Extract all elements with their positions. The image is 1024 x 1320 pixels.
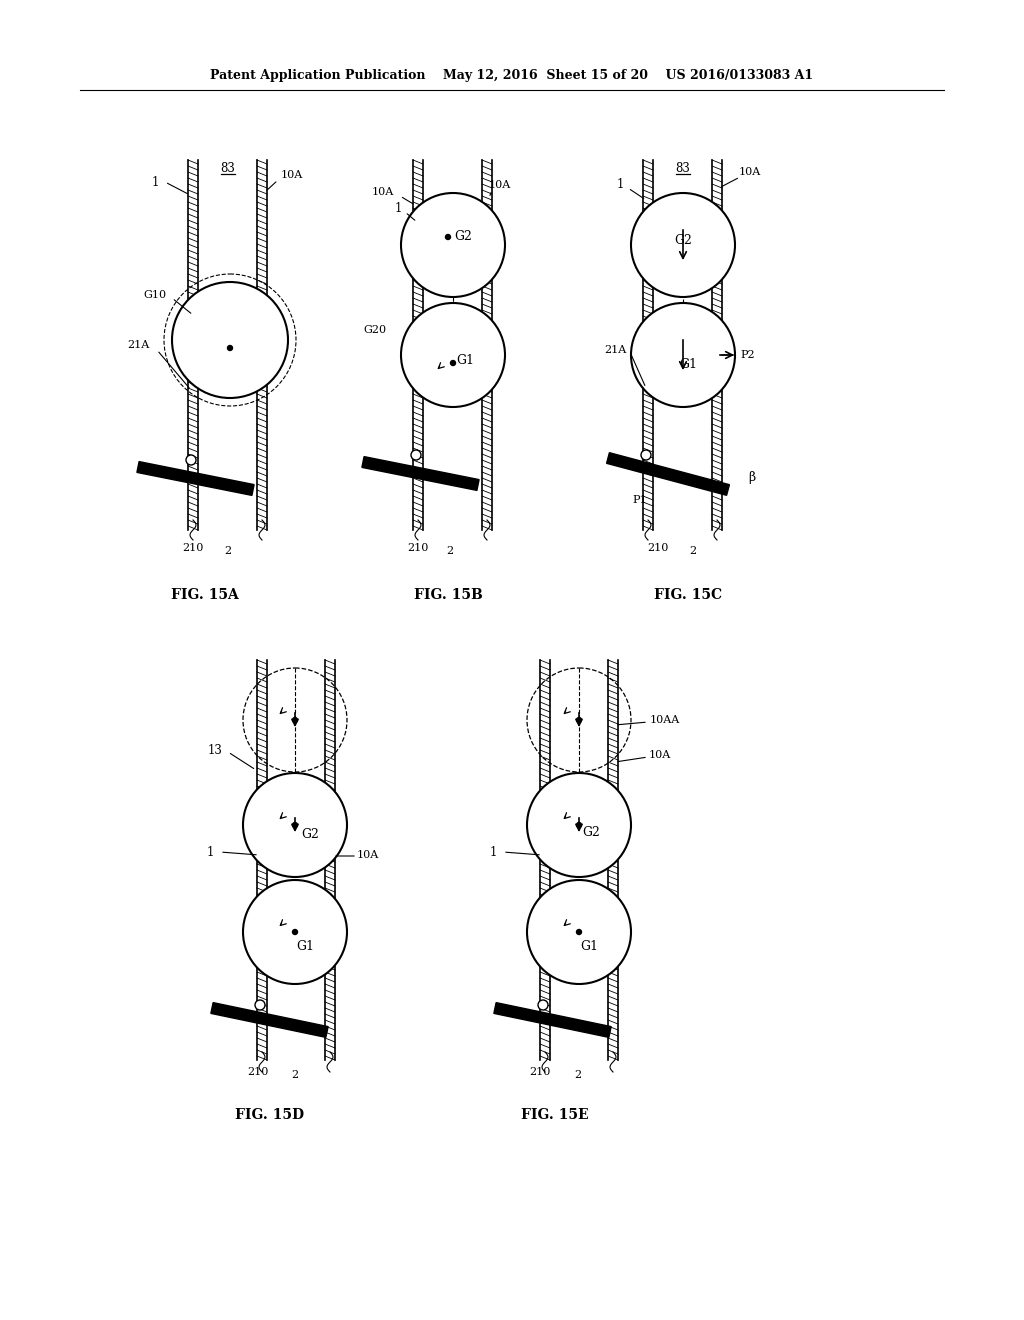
Text: 10AA: 10AA	[650, 715, 680, 725]
Text: G1: G1	[296, 940, 314, 953]
Text: 1: 1	[206, 846, 214, 858]
Text: β: β	[749, 471, 756, 484]
Text: 2: 2	[689, 546, 696, 556]
Text: 10A: 10A	[372, 187, 394, 197]
Text: P2: P2	[740, 350, 756, 360]
Circle shape	[451, 360, 456, 366]
Text: G2: G2	[582, 826, 600, 840]
Text: FIG. 15B: FIG. 15B	[414, 587, 482, 602]
Text: G1: G1	[456, 354, 474, 367]
Circle shape	[227, 346, 232, 351]
Text: 10A: 10A	[281, 170, 303, 180]
Text: 21A: 21A	[604, 345, 626, 355]
Text: 1: 1	[616, 178, 624, 191]
Text: 21A: 21A	[127, 341, 150, 350]
Polygon shape	[361, 457, 479, 491]
Circle shape	[293, 718, 298, 722]
Text: FIG. 15D: FIG. 15D	[236, 1107, 304, 1122]
Text: FIG. 15E: FIG. 15E	[521, 1107, 589, 1122]
Circle shape	[538, 1001, 548, 1010]
Circle shape	[401, 193, 505, 297]
Circle shape	[631, 193, 735, 297]
Text: Patent Application Publication    May 12, 2016  Sheet 15 of 20    US 2016/013308: Patent Application Publication May 12, 2…	[211, 69, 813, 82]
Text: G1: G1	[190, 474, 208, 487]
Text: 2: 2	[446, 546, 454, 556]
Text: G10: G10	[143, 290, 167, 300]
Text: 1: 1	[489, 846, 497, 858]
Text: G1: G1	[679, 359, 697, 371]
Circle shape	[293, 822, 298, 828]
Text: G1: G1	[580, 940, 598, 953]
Circle shape	[641, 450, 651, 459]
Text: 13: 13	[208, 743, 222, 756]
Circle shape	[445, 235, 451, 239]
Circle shape	[255, 1001, 265, 1010]
Text: 1: 1	[394, 202, 401, 214]
Circle shape	[411, 450, 421, 459]
Text: 210: 210	[529, 1067, 551, 1077]
Circle shape	[527, 880, 631, 983]
Text: G20: G20	[364, 325, 387, 335]
Circle shape	[577, 929, 582, 935]
Polygon shape	[211, 1003, 328, 1038]
Circle shape	[172, 282, 288, 399]
Text: 10A: 10A	[488, 180, 511, 190]
Circle shape	[243, 774, 347, 876]
Text: G2: G2	[454, 231, 472, 243]
Text: G2: G2	[301, 829, 318, 842]
Circle shape	[631, 304, 735, 407]
Text: G2: G2	[674, 234, 692, 247]
Polygon shape	[606, 453, 729, 495]
Text: 210: 210	[408, 543, 429, 553]
Text: 1: 1	[152, 176, 159, 189]
Text: 210: 210	[182, 543, 204, 553]
Text: 10A: 10A	[357, 850, 379, 861]
Circle shape	[186, 455, 196, 465]
Polygon shape	[137, 462, 254, 495]
Text: 2: 2	[574, 1071, 582, 1080]
Text: P1: P1	[633, 495, 647, 506]
Text: 2: 2	[292, 1071, 299, 1080]
Text: FIG. 15C: FIG. 15C	[654, 587, 722, 602]
Text: 10A: 10A	[649, 750, 671, 760]
Text: 2: 2	[224, 546, 231, 556]
Text: 83: 83	[676, 161, 690, 174]
Text: 10A: 10A	[739, 168, 761, 177]
Text: FIG. 15A: FIG. 15A	[171, 587, 239, 602]
Circle shape	[401, 304, 505, 407]
Text: 210: 210	[647, 543, 669, 553]
Polygon shape	[494, 1003, 611, 1038]
Circle shape	[577, 718, 582, 722]
Circle shape	[527, 774, 631, 876]
Circle shape	[577, 822, 582, 828]
Text: 83: 83	[220, 161, 236, 174]
Text: 210: 210	[248, 1067, 268, 1077]
Circle shape	[293, 929, 298, 935]
Circle shape	[243, 880, 347, 983]
